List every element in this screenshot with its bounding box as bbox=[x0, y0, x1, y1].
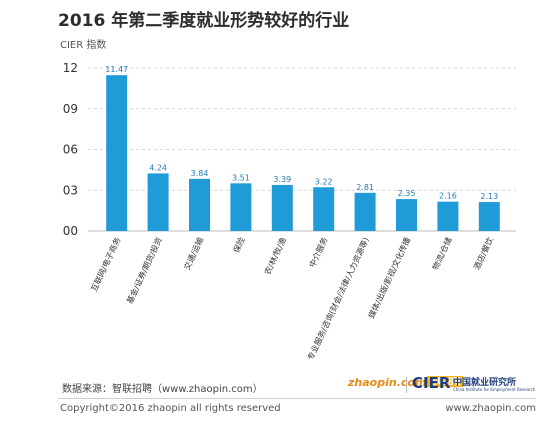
bar bbox=[354, 192, 376, 231]
cier-logo-en: China Institute for Employment Research bbox=[453, 387, 536, 392]
footer-divider bbox=[58, 398, 536, 399]
bar bbox=[147, 173, 169, 231]
x-tick-label: 互联网/电子商务 bbox=[89, 236, 123, 293]
bar-value-label: 2.13 bbox=[480, 192, 498, 201]
y-tick-label: 09 bbox=[63, 102, 78, 116]
bar bbox=[271, 184, 293, 231]
bar bbox=[396, 199, 417, 231]
value-labels: 11.47 4.24 3.84 3.51 3.39 3.22 2.81 2.35 2.16 2.1… bbox=[105, 65, 498, 201]
x-tick-label: 交通/运输 bbox=[182, 236, 206, 272]
bar-value-label: 3.84 bbox=[191, 169, 209, 178]
copyright: Copyright©2016 zhaopin all rights reserv… bbox=[60, 403, 281, 414]
bar bbox=[189, 178, 210, 231]
y-tick-label: 06 bbox=[63, 143, 78, 157]
y-tick-label: 03 bbox=[63, 183, 78, 197]
logo-divider bbox=[406, 377, 407, 393]
zhaopin-logo-badge: 智联招聘 bbox=[427, 376, 464, 387]
bar bbox=[313, 187, 335, 231]
y-tick-label: 12 bbox=[63, 61, 78, 75]
bar-chart: 00 03 06 09 12 11.47 4.24 3.84 3.51 3.39 3.22 2.81… bbox=[63, 61, 516, 362]
y-tick-labels: 00 03 06 09 12 bbox=[63, 61, 78, 238]
bar-value-label: 4.24 bbox=[149, 163, 167, 172]
y-tick-label: 00 bbox=[63, 224, 78, 238]
bar-value-label: 2.81 bbox=[356, 183, 374, 192]
bar bbox=[478, 202, 500, 231]
bar bbox=[230, 183, 252, 231]
bar-value-label: 11.47 bbox=[105, 65, 128, 74]
x-tick-label: 酒店/餐饮 bbox=[471, 236, 495, 272]
bar-value-label: 3.39 bbox=[273, 175, 291, 184]
bar-value-label: 3.51 bbox=[232, 173, 250, 182]
x-tick-label: 保险 bbox=[231, 236, 247, 255]
bar bbox=[106, 75, 128, 232]
bar-value-label: 3.22 bbox=[315, 177, 333, 186]
x-tick-label: 媒体/出版/影视/文化传播 bbox=[366, 236, 412, 320]
cier-logo-cn: 中国就业研究所 bbox=[453, 378, 517, 388]
website-url: www.zhaopin.com bbox=[445, 403, 536, 414]
x-tick-label: 基金/证券/期货/投资 bbox=[124, 236, 164, 306]
y-axis-label: CIER 指数 bbox=[60, 40, 107, 51]
bars bbox=[106, 75, 500, 232]
x-tick-label: 物流/仓储 bbox=[430, 236, 454, 272]
chart-title: 2016 年第二季度就业形势较好的行业 bbox=[58, 11, 350, 31]
cier-logo: CIER bbox=[412, 374, 451, 392]
x-tick-labels: 互联网/电子商务 基金/证券/期货/投资 交通/运输 保险 农/林/牧/渔 中介服务专业服… bbox=[89, 236, 495, 362]
bar bbox=[437, 201, 459, 231]
x-tick-label: 农/林/牧/渔 bbox=[262, 236, 288, 277]
x-tick-label: 中介服务 bbox=[307, 236, 330, 269]
bar-value-label: 2.16 bbox=[439, 192, 457, 201]
bar-value-label: 2.35 bbox=[398, 189, 416, 198]
data-source: 数据来源：智联招聘（www.zhaopin.com） bbox=[62, 384, 263, 395]
